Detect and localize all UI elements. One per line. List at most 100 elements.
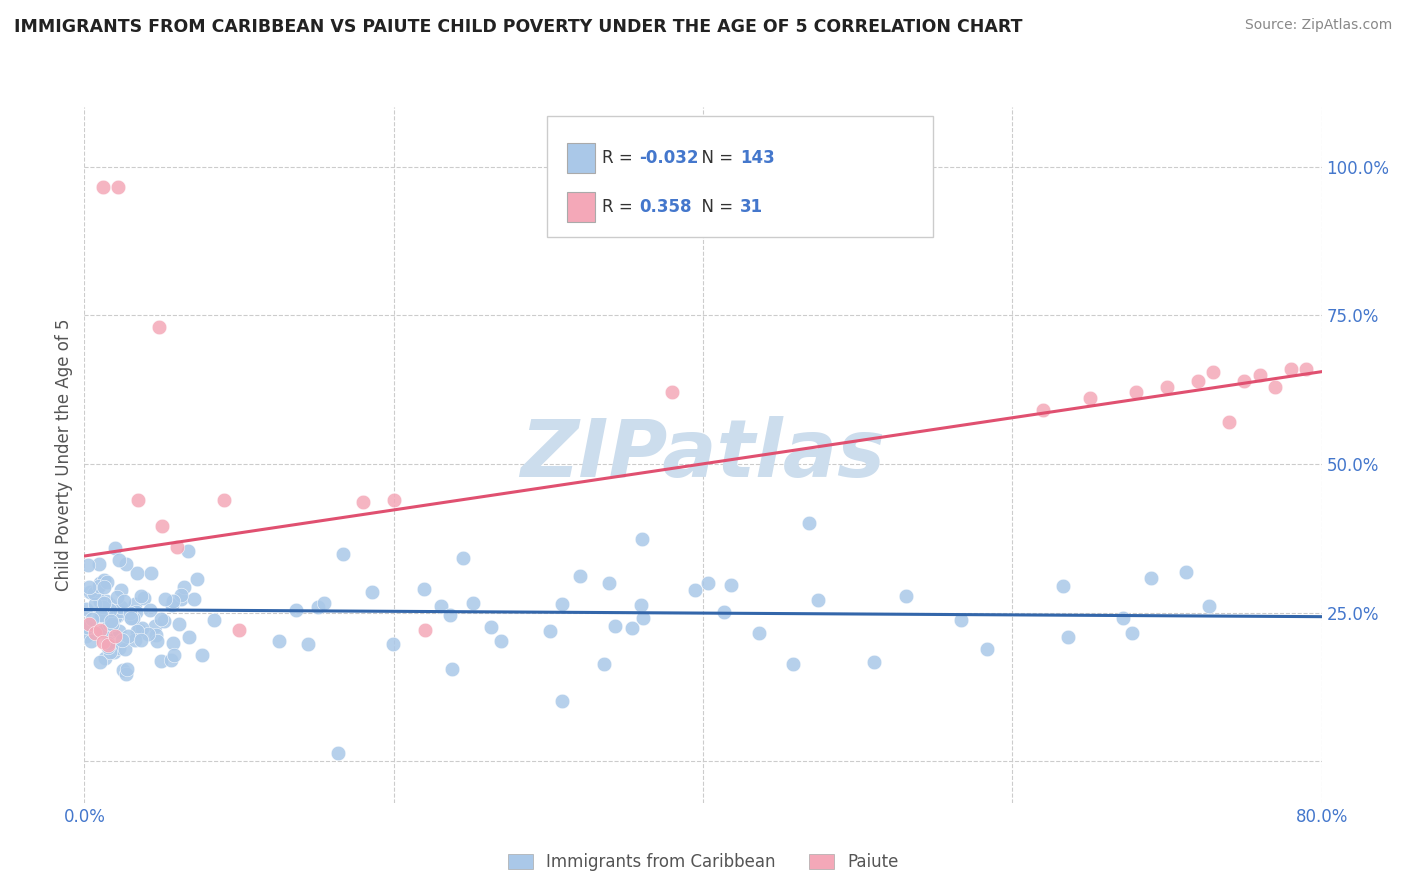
Point: [91, 624, 114, 638]
Text: IMMIGRANTS FROM CARIBBEAN VS PAIUTE CHILD POVERTY UNDER THE AGE OF 5 CORRELATION: IMMIGRANTS FROM CARIBBEAN VS PAIUTE CHIL…: [14, 18, 1022, 36]
Point: [183, 591, 205, 606]
Point: [297, 637, 319, 651]
Point: [104, 610, 127, 624]
Point: [132, 591, 155, 606]
Point: [1052, 579, 1074, 593]
Point: [202, 613, 225, 627]
Point: [139, 566, 162, 581]
Point: [352, 495, 374, 509]
Point: [83, 586, 105, 600]
Text: N =: N =: [690, 198, 738, 216]
Point: [160, 653, 183, 667]
Point: [87, 579, 110, 593]
Point: [593, 657, 616, 671]
Point: [97, 598, 120, 612]
Point: [551, 694, 574, 708]
Point: [136, 627, 159, 641]
Point: [111, 632, 134, 647]
Point: [326, 747, 349, 761]
Point: [103, 645, 125, 659]
Point: [176, 544, 198, 558]
Point: [631, 610, 654, 624]
Point: [162, 636, 184, 650]
Point: [114, 593, 136, 607]
Point: [413, 582, 436, 597]
Point: [108, 604, 131, 618]
Point: [143, 618, 166, 632]
Legend: Immigrants from Caribbean, Paiute: Immigrants from Caribbean, Paiute: [501, 847, 905, 878]
Point: [720, 577, 742, 591]
Point: [86, 588, 108, 602]
Point: [97, 636, 120, 650]
Point: [413, 624, 436, 638]
Point: [79, 585, 101, 599]
Point: [332, 547, 354, 561]
Point: [1112, 611, 1135, 625]
Point: [94, 651, 117, 665]
Point: [76, 620, 98, 634]
Point: [461, 596, 484, 610]
Point: [382, 492, 405, 507]
Point: [125, 566, 148, 580]
Point: [110, 599, 132, 614]
Point: [122, 611, 145, 625]
Point: [439, 607, 461, 622]
Point: [170, 588, 193, 602]
Point: [160, 598, 183, 612]
Point: [479, 620, 502, 634]
Text: R =: R =: [602, 149, 638, 167]
Point: [551, 598, 574, 612]
Point: [120, 611, 142, 625]
Point: [807, 592, 830, 607]
Point: [124, 632, 146, 647]
Point: [212, 492, 235, 507]
Point: [360, 584, 382, 599]
Point: [114, 641, 136, 656]
Point: [112, 663, 135, 677]
Point: [107, 180, 129, 194]
Text: 0.358: 0.358: [638, 198, 692, 216]
Point: [105, 590, 128, 604]
Point: [77, 617, 100, 632]
Point: [120, 611, 142, 625]
Point: [683, 583, 706, 598]
Point: [976, 642, 998, 657]
Point: [139, 603, 162, 617]
Point: [89, 557, 111, 571]
Point: [98, 625, 121, 640]
Point: [114, 666, 136, 681]
Point: [105, 608, 128, 623]
Point: [1187, 374, 1209, 388]
Point: [1279, 361, 1302, 376]
Point: [430, 599, 453, 613]
Point: [129, 632, 152, 647]
Point: [89, 577, 111, 591]
Point: [131, 621, 153, 635]
Point: [110, 582, 132, 597]
Point: [101, 622, 124, 636]
Point: [1233, 374, 1256, 388]
Point: [75, 628, 97, 642]
Point: [89, 655, 111, 669]
Point: [97, 619, 120, 633]
Point: [1156, 379, 1178, 393]
Point: [82, 612, 104, 626]
Point: [1139, 571, 1161, 585]
Point: [128, 492, 150, 507]
Point: [89, 607, 111, 622]
Point: [90, 608, 112, 623]
Point: [89, 624, 111, 638]
Point: [1125, 385, 1147, 400]
Point: [489, 633, 512, 648]
Point: [97, 638, 120, 652]
Point: [75, 602, 97, 616]
Point: [89, 594, 111, 608]
Point: [84, 598, 107, 612]
Point: [97, 616, 120, 631]
Point: [89, 576, 111, 591]
Point: [150, 519, 173, 533]
Text: ZIPatlas: ZIPatlas: [520, 416, 886, 494]
Point: [80, 634, 103, 648]
Point: [1198, 599, 1220, 613]
Point: [863, 655, 886, 669]
